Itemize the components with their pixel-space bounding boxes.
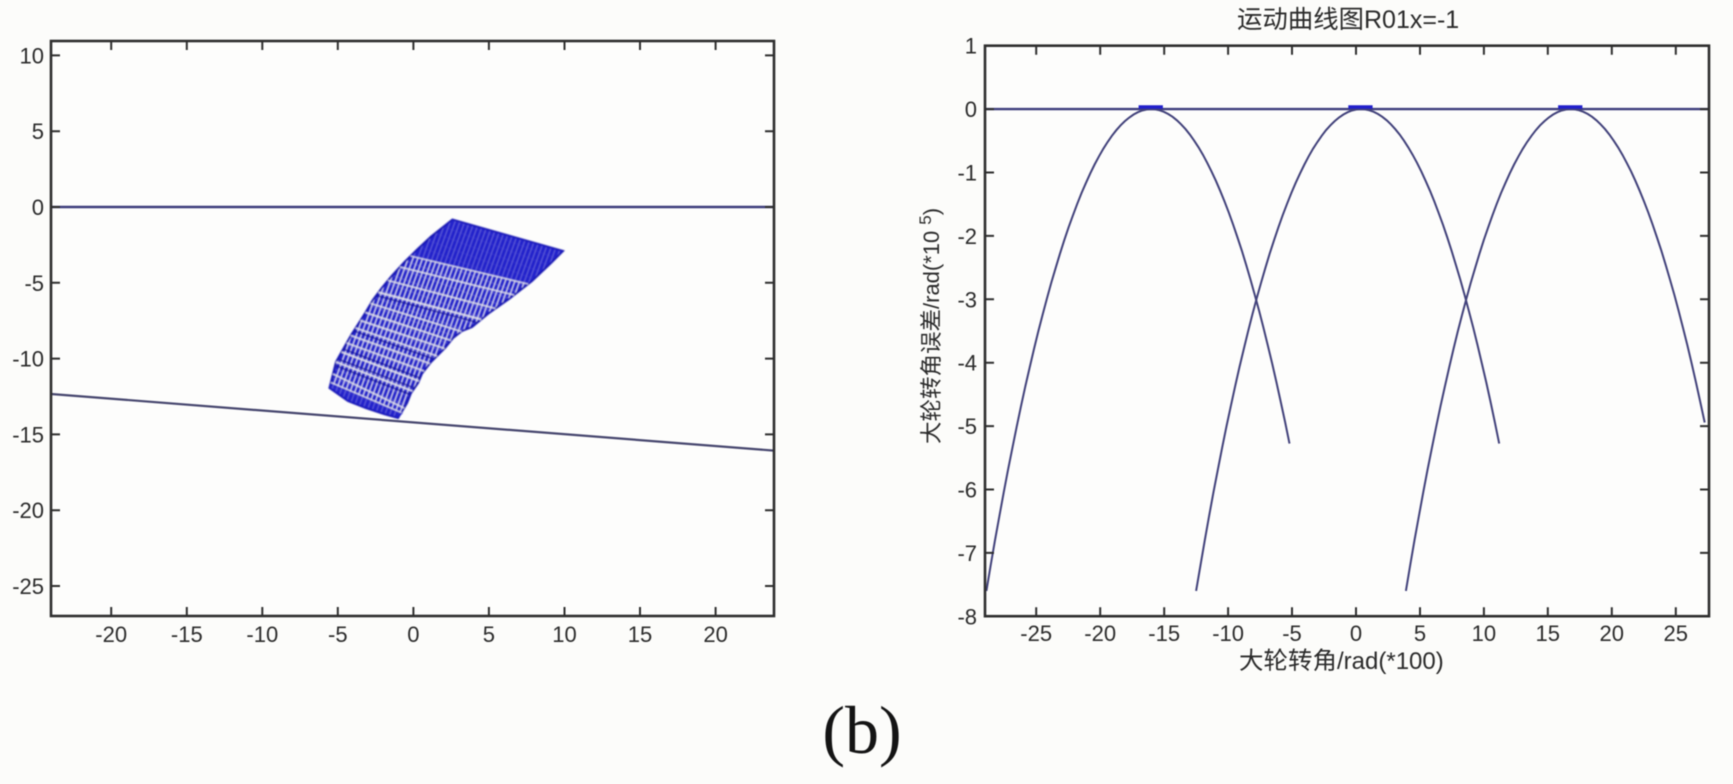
svg-text:1: 1	[965, 34, 977, 59]
svg-text:-5: -5	[1282, 621, 1302, 646]
svg-text:-1: -1	[957, 161, 977, 186]
svg-text:15: 15	[628, 622, 652, 647]
svg-text:0: 0	[32, 195, 44, 220]
svg-text:0: 0	[1350, 621, 1362, 646]
svg-text:10: 10	[552, 622, 576, 647]
svg-text:20: 20	[703, 622, 727, 647]
svg-text:R01x=-1: R01x=-1	[1364, 6, 1459, 34]
svg-text:-20: -20	[1084, 621, 1116, 646]
svg-text:-8: -8	[957, 604, 977, 629]
svg-text:-25: -25	[12, 574, 44, 599]
svg-text:-10: -10	[12, 347, 44, 372]
svg-text:-10: -10	[246, 622, 278, 647]
svg-text:-20: -20	[95, 622, 127, 647]
svg-text:-15: -15	[1148, 621, 1180, 646]
svg-text:-5: -5	[957, 414, 977, 439]
svg-text:5: 5	[483, 622, 495, 647]
svg-text:-15: -15	[171, 622, 203, 647]
svg-text:(b): (b)	[822, 692, 901, 768]
svg-text:-3: -3	[957, 287, 977, 312]
svg-text:-25: -25	[1020, 621, 1052, 646]
svg-text:-5: -5	[328, 622, 348, 647]
svg-text:5: 5	[1414, 621, 1426, 646]
svg-text:-4: -4	[957, 351, 977, 376]
svg-text:25: 25	[1664, 621, 1688, 646]
svg-text:10: 10	[1472, 621, 1496, 646]
svg-text:-10: -10	[1212, 621, 1244, 646]
svg-text:5: 5	[32, 119, 44, 144]
svg-text:20: 20	[1600, 621, 1624, 646]
svg-text:/rad(*100): /rad(*100)	[1337, 648, 1444, 675]
svg-text:0: 0	[965, 97, 977, 122]
svg-text:0: 0	[407, 622, 419, 647]
svg-text:-20: -20	[12, 498, 44, 523]
svg-text:10: 10	[20, 43, 44, 68]
svg-text:-15: -15	[12, 422, 44, 447]
svg-text:-6: -6	[957, 478, 977, 503]
svg-text:-2: -2	[957, 224, 977, 249]
svg-text:15: 15	[1536, 621, 1560, 646]
svg-text:-7: -7	[957, 541, 977, 566]
svg-text:-5: -5	[24, 271, 44, 296]
